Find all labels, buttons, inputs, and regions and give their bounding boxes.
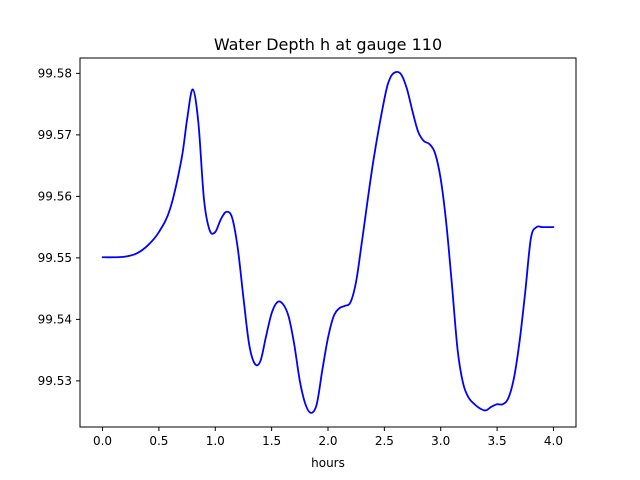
x-tick-label: 3.0	[431, 434, 450, 448]
x-tick-label: 0.5	[149, 434, 168, 448]
x-tick-label: 0.0	[93, 434, 112, 448]
x-tick-label: 1.0	[206, 434, 225, 448]
y-tick-label: 99.57	[38, 128, 72, 142]
plot-frame	[79, 57, 577, 428]
x-tick-label: 2.0	[318, 434, 337, 448]
x-axis-label: hours	[311, 456, 345, 470]
chart-title: Water Depth h at gauge 110	[214, 35, 442, 54]
y-axis: 99.53 99.54 99.55 99.56 99.57 99.58	[38, 66, 80, 388]
y-tick-label: 99.53	[38, 374, 72, 388]
x-axis: 0.0 0.5 1.0 1.5 2.0 2.5 3.0 3.5 4.0	[93, 427, 563, 448]
plot-area	[101, 70, 555, 414]
y-tick-label: 99.55	[38, 251, 72, 265]
x-tick-label: 1.5	[262, 434, 281, 448]
y-tick-label: 99.56	[38, 189, 72, 203]
y-tick-label: 99.54	[38, 312, 72, 326]
y-tick-label: 99.58	[38, 66, 72, 80]
series-line-0	[101, 70, 555, 414]
x-tick-label: 4.0	[544, 434, 563, 448]
x-tick-label: 3.5	[488, 434, 507, 448]
x-tick-label: 2.5	[375, 434, 394, 448]
